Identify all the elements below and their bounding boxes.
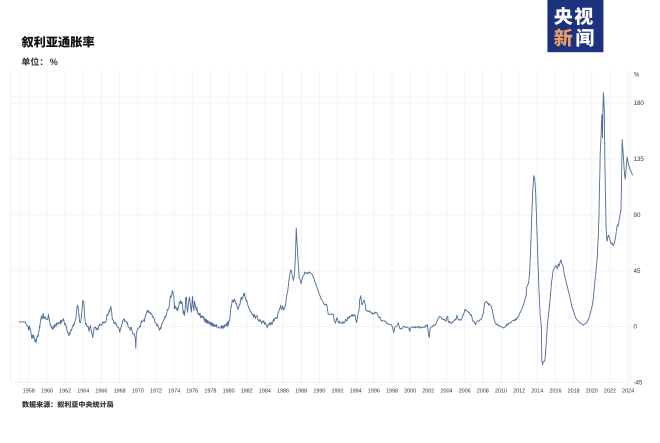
svg-text:1962: 1962	[59, 389, 71, 395]
svg-text:2018: 2018	[568, 389, 580, 395]
svg-text:1960: 1960	[41, 389, 53, 395]
svg-text:135: 135	[634, 156, 645, 163]
svg-text:0: 0	[634, 324, 638, 331]
svg-text:2004: 2004	[441, 389, 453, 395]
svg-text:45: 45	[634, 268, 641, 275]
svg-text:1986: 1986	[277, 389, 289, 395]
svg-text:%: %	[50, 57, 58, 67]
svg-text:2012: 2012	[513, 389, 525, 395]
svg-text:1958: 1958	[23, 389, 35, 395]
svg-text:2006: 2006	[459, 389, 471, 395]
svg-text:2024: 2024	[622, 389, 634, 395]
svg-text:1970: 1970	[132, 389, 144, 395]
svg-text:1966: 1966	[95, 389, 107, 395]
svg-text:2010: 2010	[495, 389, 507, 395]
svg-text:1996: 1996	[368, 389, 380, 395]
svg-text:2016: 2016	[550, 389, 562, 395]
svg-text:180: 180	[634, 100, 645, 107]
svg-text:2002: 2002	[422, 389, 434, 395]
svg-text:2020: 2020	[586, 389, 598, 395]
svg-text:1988: 1988	[295, 389, 307, 395]
svg-text:1968: 1968	[114, 389, 126, 395]
svg-text:1976: 1976	[186, 389, 198, 395]
svg-text:2008: 2008	[477, 389, 489, 395]
svg-text:1978: 1978	[204, 389, 216, 395]
svg-text:1980: 1980	[223, 389, 235, 395]
svg-text:2000: 2000	[404, 389, 416, 395]
svg-text:-45: -45	[634, 380, 644, 387]
svg-text:%: %	[634, 72, 640, 78]
svg-text:2014: 2014	[531, 389, 543, 395]
svg-text:1990: 1990	[313, 389, 325, 395]
svg-text:1982: 1982	[241, 389, 253, 395]
svg-text:1998: 1998	[386, 389, 398, 395]
svg-text:90: 90	[634, 212, 641, 219]
svg-text:1992: 1992	[332, 389, 344, 395]
svg-text:1972: 1972	[150, 389, 162, 395]
svg-text:1984: 1984	[259, 389, 271, 395]
svg-text:2022: 2022	[604, 389, 616, 395]
svg-text:1994: 1994	[350, 389, 362, 395]
svg-text:1964: 1964	[77, 389, 89, 395]
svg-text:1974: 1974	[168, 389, 180, 395]
